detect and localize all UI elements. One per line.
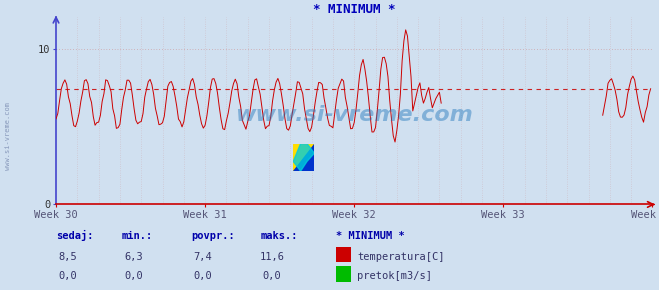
- Polygon shape: [293, 144, 314, 171]
- Text: www.si-vreme.com: www.si-vreme.com: [5, 102, 11, 170]
- Polygon shape: [293, 144, 314, 171]
- Text: min.:: min.:: [122, 231, 153, 241]
- Text: www.si-vreme.com: www.si-vreme.com: [235, 105, 473, 125]
- Text: 7,4: 7,4: [194, 251, 212, 262]
- Text: 0,0: 0,0: [59, 271, 77, 281]
- Text: 8,5: 8,5: [59, 251, 77, 262]
- Text: 6,3: 6,3: [125, 251, 143, 262]
- Title: * MINIMUM *: * MINIMUM *: [313, 3, 395, 16]
- Text: pretok[m3/s]: pretok[m3/s]: [357, 271, 432, 281]
- Text: 0,0: 0,0: [125, 271, 143, 281]
- Polygon shape: [293, 144, 314, 171]
- Text: temperatura[C]: temperatura[C]: [357, 251, 445, 262]
- Text: 0,0: 0,0: [194, 271, 212, 281]
- Text: sedaj:: sedaj:: [56, 230, 94, 241]
- Text: povpr.:: povpr.:: [191, 231, 235, 241]
- Text: * MINIMUM *: * MINIMUM *: [336, 231, 405, 241]
- Text: maks.:: maks.:: [260, 231, 298, 241]
- Text: 0,0: 0,0: [263, 271, 281, 281]
- Text: 11,6: 11,6: [260, 251, 285, 262]
